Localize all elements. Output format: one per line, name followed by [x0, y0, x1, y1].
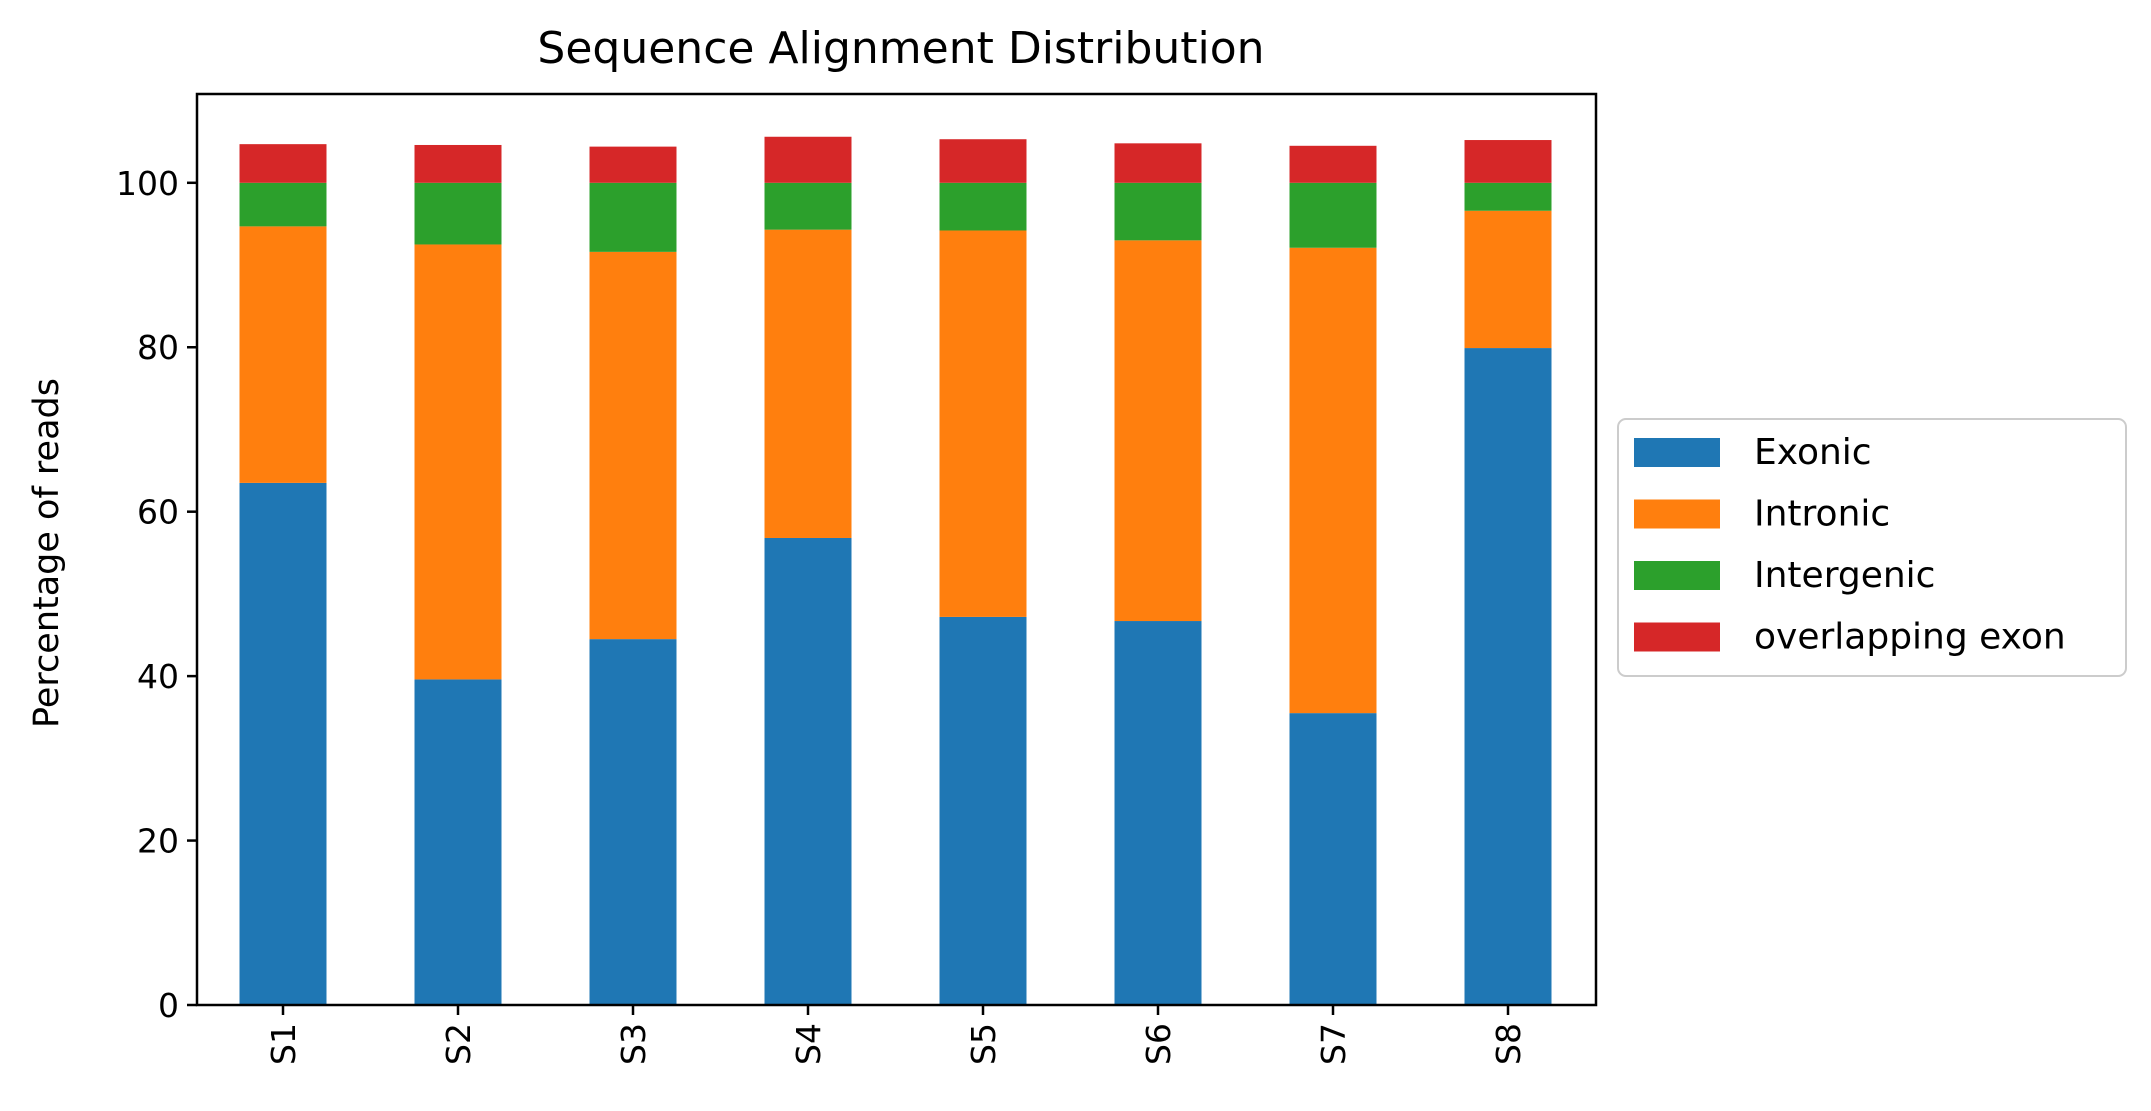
x-tick-label-s3: S3 [614, 1023, 653, 1065]
x-tick-label-s5: S5 [964, 1023, 1003, 1065]
bar-s8-intronic [1464, 210, 1552, 349]
bar-s5-exonic [939, 616, 1027, 1005]
bar-s4-overlapping-exon [764, 136, 852, 183]
bar-s7-intergenic [1289, 182, 1377, 248]
legend-label-intergenic: Intergenic [1754, 555, 1935, 596]
bar-s7-exonic [1289, 713, 1377, 1005]
bar-s3-intergenic [589, 182, 677, 252]
bars-group [239, 136, 1552, 1006]
bar-s6-intronic [1114, 240, 1202, 622]
x-tick-label-s6: S6 [1139, 1023, 1178, 1065]
bar-s6-exonic [1114, 621, 1202, 1005]
bar-s2-exonic [414, 679, 502, 1005]
bar-s8-overlapping-exon [1464, 140, 1552, 183]
bar-s7-intronic [1289, 247, 1377, 714]
bar-s1-overlapping-exon [239, 144, 327, 183]
bar-s6-overlapping-exon [1114, 143, 1202, 183]
bar-s1-intronic [239, 226, 327, 483]
y-tick-label: 0 [158, 986, 179, 1025]
y-tick-label: 20 [137, 822, 179, 861]
bar-s6-intergenic [1114, 182, 1202, 241]
bar-s4-intronic [764, 229, 852, 538]
plot-frame [195, 92, 1598, 1007]
x-tick-label-s1: S1 [264, 1023, 303, 1065]
bar-s1-exonic [239, 482, 327, 1005]
legend-label-overlapping-exon: overlapping exon [1754, 617, 2066, 658]
y-tick-label: 80 [137, 328, 179, 367]
legend-swatch-overlapping-exon [1634, 622, 1720, 652]
bar-s2-intergenic [414, 182, 502, 245]
bar-s8-exonic [1464, 348, 1552, 1006]
legend-swatch-exonic [1634, 438, 1720, 467]
x-tick-label-s8: S8 [1489, 1023, 1528, 1065]
y-tick-label: 100 [116, 164, 179, 203]
bar-s8-intergenic [1464, 182, 1552, 211]
bar-s7-overlapping-exon [1289, 145, 1377, 183]
bar-s5-overlapping-exon [939, 139, 1027, 183]
legend-label-intronic: Intronic [1754, 494, 1890, 535]
legend-label-exonic: Exonic [1754, 432, 1872, 473]
bar-s4-intergenic [764, 182, 852, 230]
y-tick-label: 40 [137, 657, 179, 696]
bar-s2-overlapping-exon [414, 144, 502, 183]
bar-s5-intronic [939, 230, 1027, 617]
legend-swatch-intergenic [1634, 561, 1720, 590]
x-tick-label-s2: S2 [439, 1023, 478, 1065]
x-tick-label-s7: S7 [1314, 1023, 1353, 1065]
bar-s3-overlapping-exon [589, 146, 677, 183]
legend-swatch-intronic [1634, 499, 1720, 529]
bar-s2-intronic [414, 244, 502, 680]
bar-s1-intergenic [239, 182, 327, 227]
y-axis: 0 20 40 60 80 100 [116, 164, 197, 1025]
bar-s5-intergenic [939, 182, 1027, 231]
bar-s3-intronic [589, 251, 677, 640]
x-axis: S1 S2 S3 S4 S5 S6 S7 S8 [264, 1005, 1528, 1065]
bar-s4-exonic [764, 537, 852, 1005]
y-axis-label: Percentage of reads [27, 378, 67, 728]
x-tick-label-s4: S4 [789, 1023, 828, 1065]
chart-title: Sequence Alignment Distribution [537, 23, 1264, 74]
bar-s3-exonic [589, 639, 677, 1005]
legend-box [1617, 418, 2127, 677]
legend: Exonic Intronic Intergenic overlapping exon [1617, 418, 2127, 677]
y-tick-label: 60 [137, 493, 179, 532]
